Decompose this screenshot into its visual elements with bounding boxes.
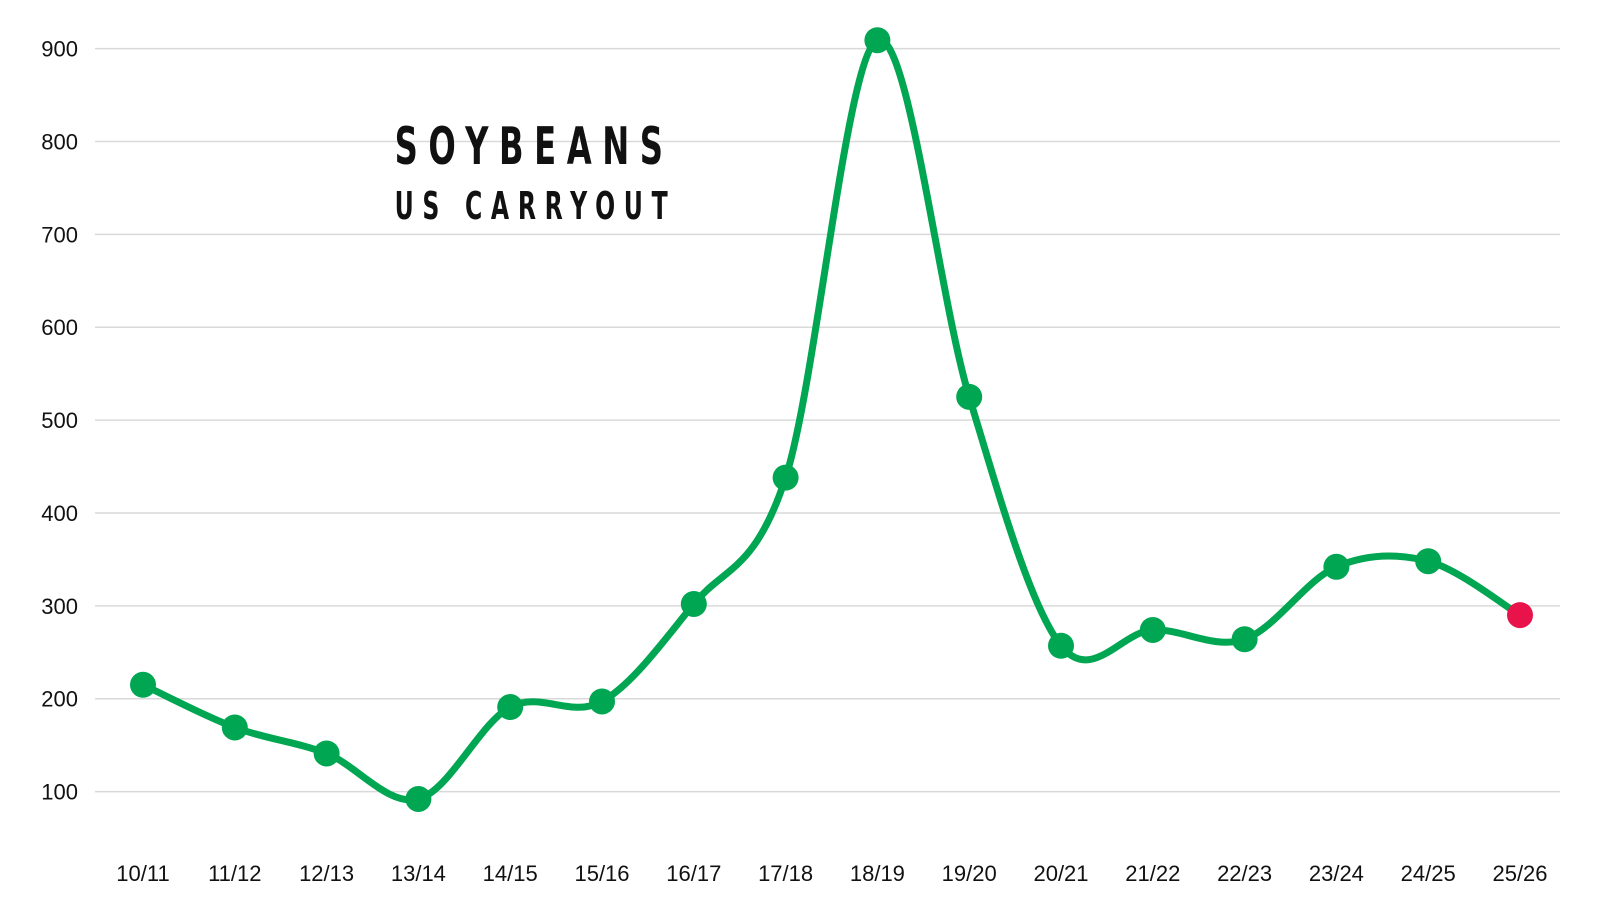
x-tick-label: 12/13 bbox=[299, 861, 354, 886]
x-tick-label: 15/16 bbox=[574, 861, 629, 886]
y-tick-label: 700 bbox=[41, 222, 78, 247]
x-tick-label: 22/23 bbox=[1217, 861, 1272, 886]
y-tick-label: 200 bbox=[41, 687, 78, 712]
data-point bbox=[313, 740, 340, 767]
x-tick-label: 11/12 bbox=[208, 861, 261, 886]
y-tick-label: 600 bbox=[41, 315, 78, 340]
data-point bbox=[1415, 548, 1442, 575]
data-point bbox=[864, 27, 891, 54]
x-tick-label: 21/22 bbox=[1125, 861, 1180, 886]
chart-subtitle: US CARRYOUT bbox=[394, 184, 677, 228]
data-point bbox=[1048, 632, 1074, 659]
data-point bbox=[130, 671, 156, 698]
chart-title: SOYBEANS bbox=[394, 117, 674, 177]
x-tick-label: 13/14 bbox=[391, 861, 446, 886]
y-axis: 100 200 300 400 500 600 700 800 900 bbox=[41, 37, 78, 805]
x-tick-label: 20/21 bbox=[1033, 861, 1088, 886]
data-points-layer bbox=[130, 27, 1533, 812]
data-point bbox=[221, 714, 248, 741]
x-tick-label: 18/19 bbox=[850, 861, 905, 886]
x-tick-label: 23/24 bbox=[1309, 861, 1364, 886]
data-point bbox=[589, 688, 615, 715]
x-tick-label: 19/20 bbox=[942, 861, 997, 886]
x-tick-label: 17/18 bbox=[758, 861, 813, 886]
data-point bbox=[1231, 626, 1258, 653]
x-axis: 10/11 11/12 12/13 13/14 14/15 15/16 16/17 17/18… bbox=[116, 861, 1547, 886]
x-tick-label: 24/25 bbox=[1401, 861, 1456, 886]
y-tick-label: 800 bbox=[41, 129, 78, 154]
y-tick-label: 500 bbox=[41, 408, 78, 433]
y-tick-label: 300 bbox=[41, 594, 78, 619]
data-point-latest bbox=[1507, 602, 1533, 629]
x-tick-label: 10/11 bbox=[116, 861, 169, 886]
x-tick-label: 16/17 bbox=[666, 861, 721, 886]
data-point bbox=[1323, 553, 1350, 580]
x-tick-label: 14/15 bbox=[483, 861, 538, 886]
x-tick-label: 25/26 bbox=[1492, 861, 1547, 886]
y-tick-label: 400 bbox=[41, 501, 78, 526]
data-point bbox=[1139, 616, 1166, 643]
data-point bbox=[956, 383, 983, 410]
data-point bbox=[772, 464, 799, 491]
y-tick-label: 900 bbox=[41, 37, 78, 62]
data-point bbox=[405, 785, 432, 812]
grid-layer bbox=[95, 47, 1560, 793]
data-point bbox=[497, 694, 524, 721]
data-point bbox=[680, 590, 707, 617]
y-tick-label: 100 bbox=[41, 780, 78, 805]
title-block: SOYBEANS US CARRYOUT bbox=[330, 112, 670, 230]
